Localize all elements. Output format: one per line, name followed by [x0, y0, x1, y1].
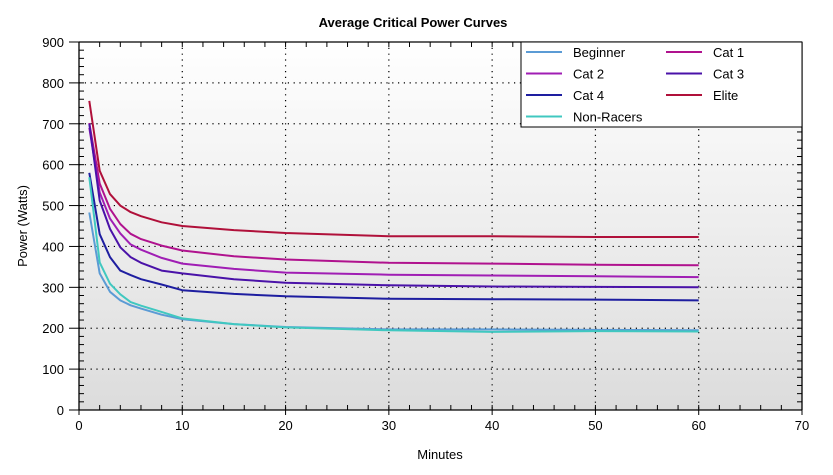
legend-label: Cat 4	[573, 88, 604, 103]
x-tick-label: 0	[75, 418, 82, 433]
y-tick-label: 800	[42, 76, 64, 91]
y-tick-label: 300	[42, 280, 64, 295]
legend-item-cat-1: Cat 1	[666, 45, 744, 60]
legend-label: Cat 2	[573, 67, 604, 82]
x-tick-label: 50	[588, 418, 602, 433]
series-line-cat-1	[88, 122, 699, 267]
chart-title: Average Critical Power Curves	[319, 15, 508, 30]
x-tick-label: 10	[175, 418, 189, 433]
legend-label: Beginner	[573, 45, 626, 60]
x-tick-label: 70	[795, 418, 809, 433]
y-axis-label: Power (Watts)	[15, 185, 30, 267]
legend-item-cat-3: Cat 3	[666, 67, 744, 82]
y-tick-label: 0	[57, 403, 64, 418]
legend-label: Non-Racers	[573, 110, 643, 125]
legend-item-cat-2: Cat 2	[526, 67, 604, 82]
y-tick-label: 600	[42, 158, 64, 173]
x-axis-label: Minutes	[417, 447, 463, 462]
legend-item-non-racers: Non-Racers	[526, 110, 643, 125]
x-tick-label: 20	[278, 418, 292, 433]
legend-label: Cat 1	[713, 45, 744, 60]
series-line-non-racers	[88, 177, 699, 333]
legend: Beginner Cat 1 Cat 2 Cat 3 Cat 4 Elite Non-Rac…	[520, 41, 803, 128]
x-tick-label: 40	[485, 418, 499, 433]
series-line-cat-2	[88, 127, 699, 279]
y-tick-label: 200	[42, 321, 64, 336]
x-tick-labels: 0 10 20 30 40 50 60 70	[75, 418, 809, 433]
legend-box	[520, 41, 803, 128]
x-tick-label: 30	[382, 418, 396, 433]
series-line-cat-4	[88, 172, 699, 302]
y-tick-label: 900	[42, 35, 64, 50]
y-tick-labels: 0 100 200 300 400 500 600 700 800 900	[42, 35, 64, 418]
legend-item-elite: Elite	[666, 88, 738, 103]
y-tick-label: 100	[42, 362, 64, 377]
x-tick-label: 60	[691, 418, 705, 433]
legend-label: Cat 3	[713, 67, 744, 82]
y-tick-label: 500	[42, 199, 64, 214]
series-lines	[88, 100, 699, 333]
series-line-cat-3	[88, 123, 699, 289]
y-tick-label: 400	[42, 239, 64, 254]
series-line-elite	[88, 100, 699, 238]
y-tick-label: 700	[42, 117, 64, 132]
legend-label: Elite	[713, 88, 738, 103]
legend-item-beginner: Beginner	[526, 45, 626, 60]
legend-item-cat-4: Cat 4	[526, 88, 604, 103]
series-line-beginner	[88, 212, 699, 332]
